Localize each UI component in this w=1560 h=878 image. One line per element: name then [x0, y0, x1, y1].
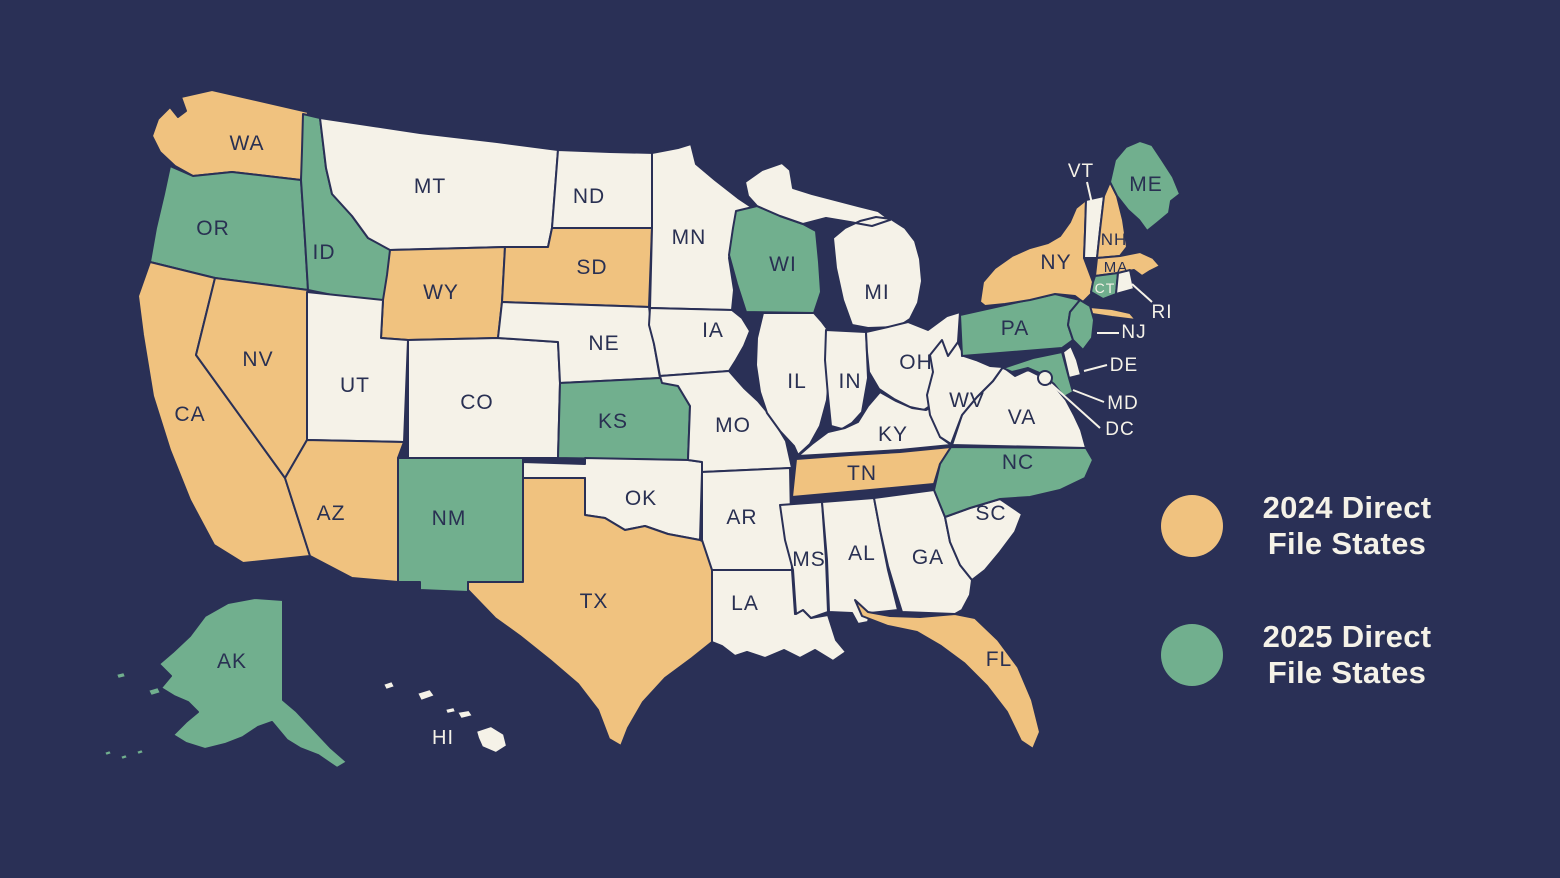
legend-label-2025-line2: File States: [1267, 655, 1427, 690]
state-dc: [1037, 370, 1053, 386]
state-label-oh: OH: [899, 351, 933, 374]
state-label-ct: CT: [1095, 280, 1116, 296]
state-label-wa: WA: [229, 132, 264, 155]
state-label-al: AL: [848, 542, 876, 565]
state-label-id: ID: [313, 241, 336, 264]
state-label-ks: KS: [598, 410, 628, 433]
state-label-ny: NY: [1040, 251, 1071, 274]
callout-line-md: [1072, 389, 1105, 403]
callout-line-vt: [1086, 181, 1094, 209]
state-ak: [103, 597, 348, 769]
state-label-il: IL: [787, 370, 807, 393]
state-label-in: IN: [839, 370, 862, 393]
legend: 2024 Direct File States 2025 Direct File…: [1161, 490, 1471, 748]
state-label-ga: GA: [912, 546, 944, 569]
state-ia: [648, 307, 751, 377]
state-label-ar: AR: [726, 506, 757, 529]
state-label-ut: UT: [340, 374, 370, 397]
state-hi: [382, 680, 508, 754]
states-layer: [103, 89, 1181, 769]
state-label-de: DE: [1110, 355, 1138, 376]
legend-label-2024-line2: File States: [1267, 526, 1427, 561]
legend-swatch-2025-icon: [1161, 624, 1223, 686]
state-label-or: OR: [196, 217, 230, 240]
callout-line-dc: [1050, 383, 1101, 429]
state-label-ri: RI: [1152, 302, 1173, 323]
state-label-vt: VT: [1068, 161, 1094, 182]
legend-label-2025-line1: 2025 Direct: [1262, 619, 1432, 654]
state-label-nv: NV: [242, 348, 273, 371]
state-label-sd: SD: [576, 256, 607, 279]
state-mi: [744, 162, 923, 329]
state-label-ms: MS: [792, 548, 826, 571]
state-label-va: VA: [1008, 406, 1036, 429]
state-il: [755, 312, 831, 456]
state-label-nh: NH: [1101, 230, 1128, 249]
state-label-mi: MI: [864, 281, 889, 304]
callout-line-de: [1083, 364, 1108, 372]
state-label-nd: ND: [573, 185, 605, 208]
state-ri: [1115, 269, 1135, 295]
legend-item-2025: 2025 Direct File States: [1161, 619, 1471, 691]
state-label-md: MD: [1107, 393, 1139, 414]
state-label-ne: NE: [588, 332, 619, 355]
state-label-wy: WY: [423, 281, 459, 304]
state-label-ca: CA: [174, 403, 205, 426]
state-label-la: LA: [731, 592, 759, 615]
state-label-pa: PA: [1001, 317, 1029, 340]
state-ky: [797, 391, 952, 457]
state-label-wi: WI: [769, 253, 797, 276]
state-fl: [854, 599, 1041, 750]
legend-label-2025: 2025 Direct File States: [1223, 619, 1471, 691]
state-label-ky: KY: [878, 423, 908, 446]
state-label-fl: FL: [986, 648, 1013, 671]
state-label-tx: TX: [580, 590, 609, 613]
state-az: [284, 439, 405, 583]
state-label-nc: NC: [1002, 451, 1034, 474]
state-label-az: AZ: [317, 502, 346, 525]
legend-item-2024: 2024 Direct File States: [1161, 490, 1471, 562]
state-label-ok: OK: [625, 487, 657, 510]
legend-label-2024: 2024 Direct File States: [1223, 490, 1471, 562]
state-ma: [1094, 251, 1161, 277]
state-label-ak: AK: [217, 650, 247, 673]
state-label-mt: MT: [414, 175, 446, 198]
state-label-co: CO: [460, 391, 494, 414]
state-label-tn: TN: [847, 462, 877, 485]
state-label-mo: MO: [715, 414, 751, 437]
state-label-hi: HI: [432, 727, 454, 749]
state-label-nj: NJ: [1121, 322, 1146, 343]
state-label-wv: WV: [949, 389, 985, 412]
state-nc: [933, 446, 1094, 518]
state-label-sc: SC: [975, 502, 1006, 525]
legend-label-2024-line1: 2024 Direct: [1262, 490, 1432, 525]
state-label-mn: MN: [672, 226, 707, 249]
state-label-ia: IA: [702, 319, 724, 342]
state-label-dc: DC: [1105, 419, 1134, 440]
state-tx: [467, 477, 713, 747]
state-label-nm: NM: [432, 507, 467, 530]
callout-line-ri: [1131, 283, 1153, 303]
labels-layer: WA OR CA NV ID MT WY UT CO AZ NM ND SD NE KS OK TX MN IA MO…: [174, 132, 1173, 749]
legend-swatch-2024-icon: [1161, 495, 1223, 557]
state-nj: [1067, 299, 1095, 351]
state-label-ma: MA: [1104, 259, 1129, 276]
state-me: [1109, 140, 1181, 232]
state-label-me: ME: [1129, 173, 1163, 196]
